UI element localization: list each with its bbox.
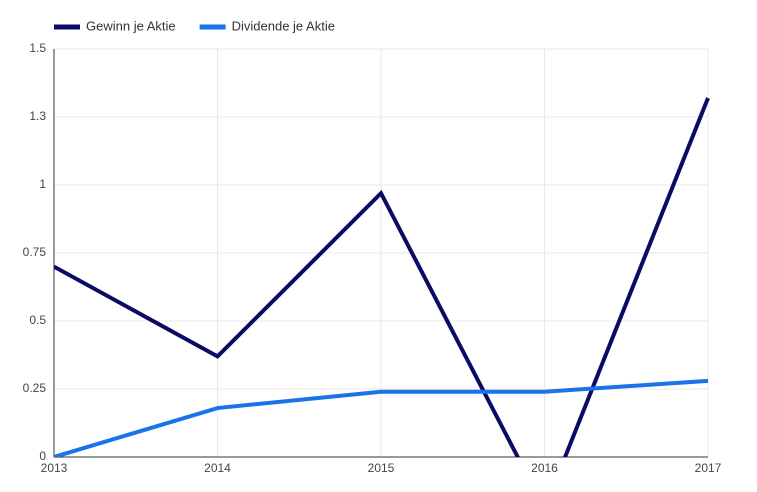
plot-area <box>54 97 710 457</box>
x-tick-label: 2016 <box>531 461 558 475</box>
legend-text: Dividende je Aktie <box>232 18 335 33</box>
y-tick-label: 0.25 <box>23 381 47 395</box>
line-series <box>54 97 710 457</box>
legend-text: Gewinn je Aktie <box>86 18 176 33</box>
y-tick-label: 0.5 <box>29 313 46 327</box>
y-tick-label: 0 <box>39 449 46 463</box>
line-series <box>54 378 709 457</box>
x-tick-label: 2013 <box>41 461 68 475</box>
x-tick-label: 2017 <box>695 461 722 475</box>
y-tick-label: 1 <box>39 177 46 191</box>
x-tick-label: 2015 <box>368 461 395 475</box>
y-tick-label: 1.3 <box>29 109 46 123</box>
y-tick-label: 0.75 <box>23 245 47 259</box>
y-tick-label: 1.5 <box>29 41 46 55</box>
x-tick-label: 2014 <box>204 461 231 475</box>
